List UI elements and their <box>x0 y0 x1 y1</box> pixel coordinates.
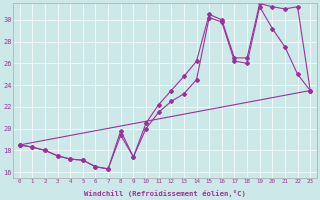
X-axis label: Windchill (Refroidissement éolien,°C): Windchill (Refroidissement éolien,°C) <box>84 190 246 197</box>
